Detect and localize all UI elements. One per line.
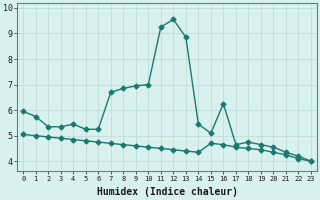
X-axis label: Humidex (Indice chaleur): Humidex (Indice chaleur) xyxy=(97,187,237,197)
